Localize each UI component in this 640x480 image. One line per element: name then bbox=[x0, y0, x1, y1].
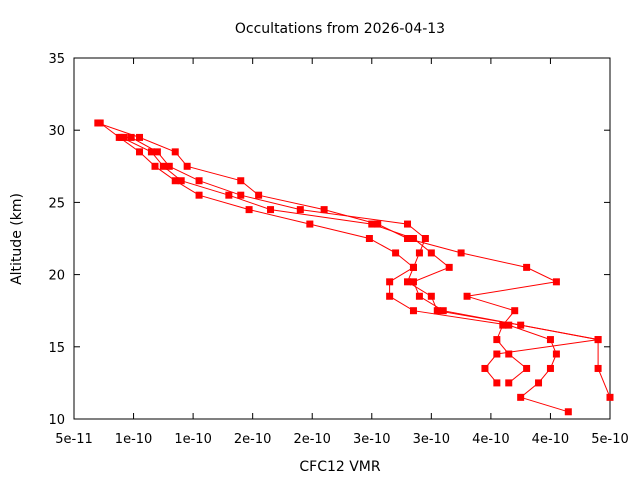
series-line-2 bbox=[97, 122, 559, 384]
data-point bbox=[409, 278, 417, 286]
plot-frame bbox=[73, 57, 611, 420]
x-tick-label: 5e-10 bbox=[591, 432, 629, 447]
data-point bbox=[564, 408, 572, 416]
data-point bbox=[511, 307, 519, 315]
data-point bbox=[136, 133, 144, 141]
data-point bbox=[183, 162, 191, 170]
data-point bbox=[439, 307, 447, 315]
data-point bbox=[267, 206, 275, 214]
data-point bbox=[136, 148, 144, 156]
data-point bbox=[296, 206, 304, 214]
axis-ticks bbox=[73, 57, 611, 420]
data-point bbox=[404, 278, 412, 286]
data-point bbox=[552, 278, 560, 286]
data-point bbox=[493, 379, 501, 387]
data-point bbox=[505, 379, 513, 387]
data-point bbox=[493, 336, 501, 344]
data-point bbox=[594, 336, 602, 344]
x-tick-label: 5e-11 bbox=[55, 432, 93, 447]
y-axis-label: Altitude (km) bbox=[9, 193, 25, 285]
data-point bbox=[237, 191, 245, 199]
data-point bbox=[535, 379, 543, 387]
data-point bbox=[165, 162, 173, 170]
data-point bbox=[505, 321, 513, 329]
data-point bbox=[386, 292, 394, 300]
data-point bbox=[171, 148, 179, 156]
x-tick-label: 2e-10 bbox=[234, 432, 272, 447]
data-point bbox=[463, 292, 471, 300]
data-point bbox=[409, 307, 417, 315]
x-tick-label: 2e-10 bbox=[293, 432, 331, 447]
data-point bbox=[225, 191, 233, 199]
series-line-4 bbox=[121, 136, 611, 398]
data-point bbox=[457, 249, 465, 257]
x-tick-label: 3e-10 bbox=[353, 432, 391, 447]
data-point bbox=[147, 148, 155, 156]
data-point bbox=[368, 220, 376, 228]
x-tick-label: 3e-10 bbox=[413, 432, 451, 447]
data-point bbox=[493, 350, 501, 358]
data-point bbox=[94, 119, 102, 127]
y-tick-label: 30 bbox=[48, 124, 65, 139]
data-point bbox=[594, 364, 602, 372]
data-point bbox=[392, 249, 400, 257]
y-tick-label: 15 bbox=[48, 341, 65, 356]
data-point bbox=[552, 350, 560, 358]
x-tick-label: 4e-10 bbox=[532, 432, 570, 447]
x-axis-label: CFC12 VMR bbox=[299, 459, 381, 475]
y-tick-label: 35 bbox=[48, 52, 65, 67]
data-point bbox=[433, 307, 441, 315]
y-tick-label: 10 bbox=[48, 413, 65, 428]
data-point bbox=[118, 133, 126, 141]
data-point bbox=[365, 235, 373, 242]
data-point bbox=[606, 393, 614, 401]
x-tick-label: 4e-10 bbox=[472, 432, 510, 447]
data-point bbox=[245, 206, 253, 214]
data-point bbox=[255, 191, 263, 199]
data-point bbox=[427, 249, 435, 257]
data-point bbox=[195, 191, 203, 199]
data-point bbox=[523, 263, 531, 271]
data-point bbox=[153, 148, 161, 156]
data-point bbox=[374, 220, 382, 228]
data-point bbox=[237, 177, 245, 185]
data-point bbox=[427, 292, 435, 300]
data-point bbox=[404, 235, 412, 242]
axis-tick-labels: 5e-11 1e-10 1e-10 2e-10 2e-10 3e-10 3e-10 4e-10… bbox=[48, 52, 628, 447]
data-point bbox=[523, 364, 531, 372]
data-point bbox=[445, 263, 453, 271]
chart-title: Occultations from 2026-04-13 bbox=[235, 21, 445, 37]
y-tick-label: 20 bbox=[48, 269, 65, 284]
data-point bbox=[195, 177, 203, 185]
x-tick-label: 1e-10 bbox=[174, 432, 212, 447]
data-point bbox=[415, 292, 423, 300]
data-point bbox=[481, 364, 489, 372]
data-point bbox=[409, 263, 417, 271]
data-point bbox=[505, 350, 513, 358]
data-point bbox=[404, 220, 412, 228]
data-point bbox=[421, 235, 429, 242]
data-point bbox=[306, 220, 314, 228]
data-point bbox=[499, 321, 507, 329]
data-series bbox=[94, 119, 614, 416]
data-point bbox=[127, 133, 135, 141]
data-point bbox=[386, 278, 394, 286]
data-point bbox=[151, 162, 159, 170]
data-point bbox=[546, 336, 554, 344]
data-point bbox=[546, 364, 554, 372]
y-tick-label: 25 bbox=[48, 196, 65, 211]
data-point bbox=[409, 235, 417, 242]
data-point bbox=[159, 162, 167, 170]
data-point bbox=[415, 249, 423, 257]
series-line-3 bbox=[124, 136, 599, 384]
data-point bbox=[517, 393, 525, 401]
data-point bbox=[171, 177, 179, 185]
x-tick-label: 1e-10 bbox=[115, 432, 153, 447]
data-point bbox=[320, 206, 328, 214]
data-point bbox=[177, 177, 185, 185]
